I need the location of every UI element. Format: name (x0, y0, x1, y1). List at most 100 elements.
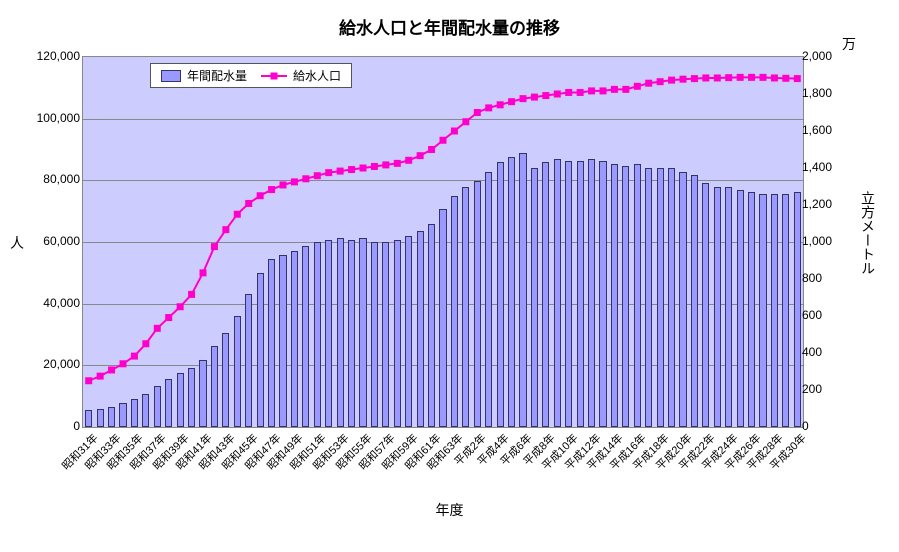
bar (279, 255, 286, 427)
bar (188, 368, 195, 427)
line-marker (783, 75, 789, 81)
legend: 年間配水量 給水人口 (150, 63, 352, 88)
bar (371, 242, 378, 427)
y-tick-left: 40,000 (0, 296, 80, 310)
bar (108, 407, 115, 427)
line-marker (726, 75, 732, 81)
line-marker (554, 91, 560, 97)
bar (554, 159, 561, 427)
line-marker (257, 193, 263, 199)
bar (222, 333, 229, 427)
line-marker (211, 244, 217, 250)
line-marker (109, 367, 115, 373)
bar (154, 386, 161, 427)
bar (714, 187, 721, 428)
y-tick-left: 120,000 (0, 49, 80, 63)
line-marker (680, 76, 686, 82)
line-marker (577, 89, 583, 95)
bar (702, 183, 709, 427)
line-marker (703, 75, 709, 81)
bar (782, 194, 789, 427)
bar (531, 168, 538, 427)
line-marker (131, 353, 137, 359)
y-tick-right: 1,400 (802, 160, 832, 174)
bar (199, 360, 206, 427)
line-marker (86, 378, 92, 384)
y-axis-right-unit: 万 (842, 34, 856, 54)
line-marker (189, 291, 195, 297)
y-tick-right: 0 (802, 419, 809, 433)
bar (325, 240, 332, 427)
bar (359, 238, 366, 427)
y-tick-right: 1,600 (802, 123, 832, 137)
line-marker (223, 227, 229, 233)
line-marker (234, 211, 240, 217)
line-marker (337, 168, 343, 174)
bar (257, 273, 264, 427)
line-marker (280, 182, 286, 188)
y-tick-left: 0 (0, 419, 80, 433)
y-tick-right: 2,000 (802, 49, 832, 63)
y-tick-right: 1,000 (802, 234, 832, 248)
bar (611, 164, 618, 427)
line-marker (394, 160, 400, 166)
line-marker (166, 315, 172, 321)
bar (508, 157, 515, 427)
bar (234, 316, 241, 427)
line-marker (589, 88, 595, 94)
line-marker (349, 167, 355, 173)
bar (577, 161, 584, 427)
line-marker (326, 170, 332, 176)
bar (417, 231, 424, 427)
line-marker (714, 75, 720, 81)
bar (748, 192, 755, 427)
y-tick-right: 200 (802, 382, 822, 396)
bar (405, 236, 412, 427)
bar (382, 242, 389, 427)
bar (85, 410, 92, 427)
line-marker (760, 74, 766, 80)
y-tick-left: 80,000 (0, 172, 80, 186)
bar (474, 181, 481, 427)
bar (394, 240, 401, 427)
line-marker (611, 86, 617, 92)
bar (542, 162, 549, 427)
bar (177, 373, 184, 427)
bar (599, 161, 606, 427)
line-marker (749, 74, 755, 80)
bar (668, 168, 675, 427)
plot-area (82, 56, 804, 428)
line-marker (737, 74, 743, 80)
y-tick-right: 1,800 (802, 86, 832, 100)
line-marker (509, 99, 515, 105)
legend-item-bar: 年間配水量 (161, 67, 247, 84)
y-axis-right-label: 立方メートル (858, 191, 878, 275)
bar (268, 259, 275, 427)
line-marker (497, 102, 503, 108)
y-tick-left: 100,000 (0, 111, 80, 125)
line-marker (600, 88, 606, 94)
line-marker (486, 105, 492, 111)
x-axis-title: 年度 (0, 500, 899, 520)
bar (451, 196, 458, 427)
y-tick-right: 800 (802, 271, 822, 285)
line-marker (246, 200, 252, 206)
line-marker (314, 173, 320, 179)
line-marker (200, 270, 206, 276)
bar (245, 294, 252, 427)
legend-bar-label: 年間配水量 (187, 67, 247, 84)
bar (119, 403, 126, 427)
y-tick-left: 20,000 (0, 357, 80, 371)
line-marker (669, 77, 675, 83)
bar (97, 409, 104, 428)
line-marker (474, 110, 480, 116)
line-marker (371, 163, 377, 169)
line-marker (691, 76, 697, 82)
bar (348, 240, 355, 427)
bar (291, 251, 298, 427)
bar (497, 162, 504, 427)
bar (794, 192, 801, 427)
gridline (83, 119, 803, 120)
line-marker (143, 341, 149, 347)
bar (771, 194, 778, 427)
